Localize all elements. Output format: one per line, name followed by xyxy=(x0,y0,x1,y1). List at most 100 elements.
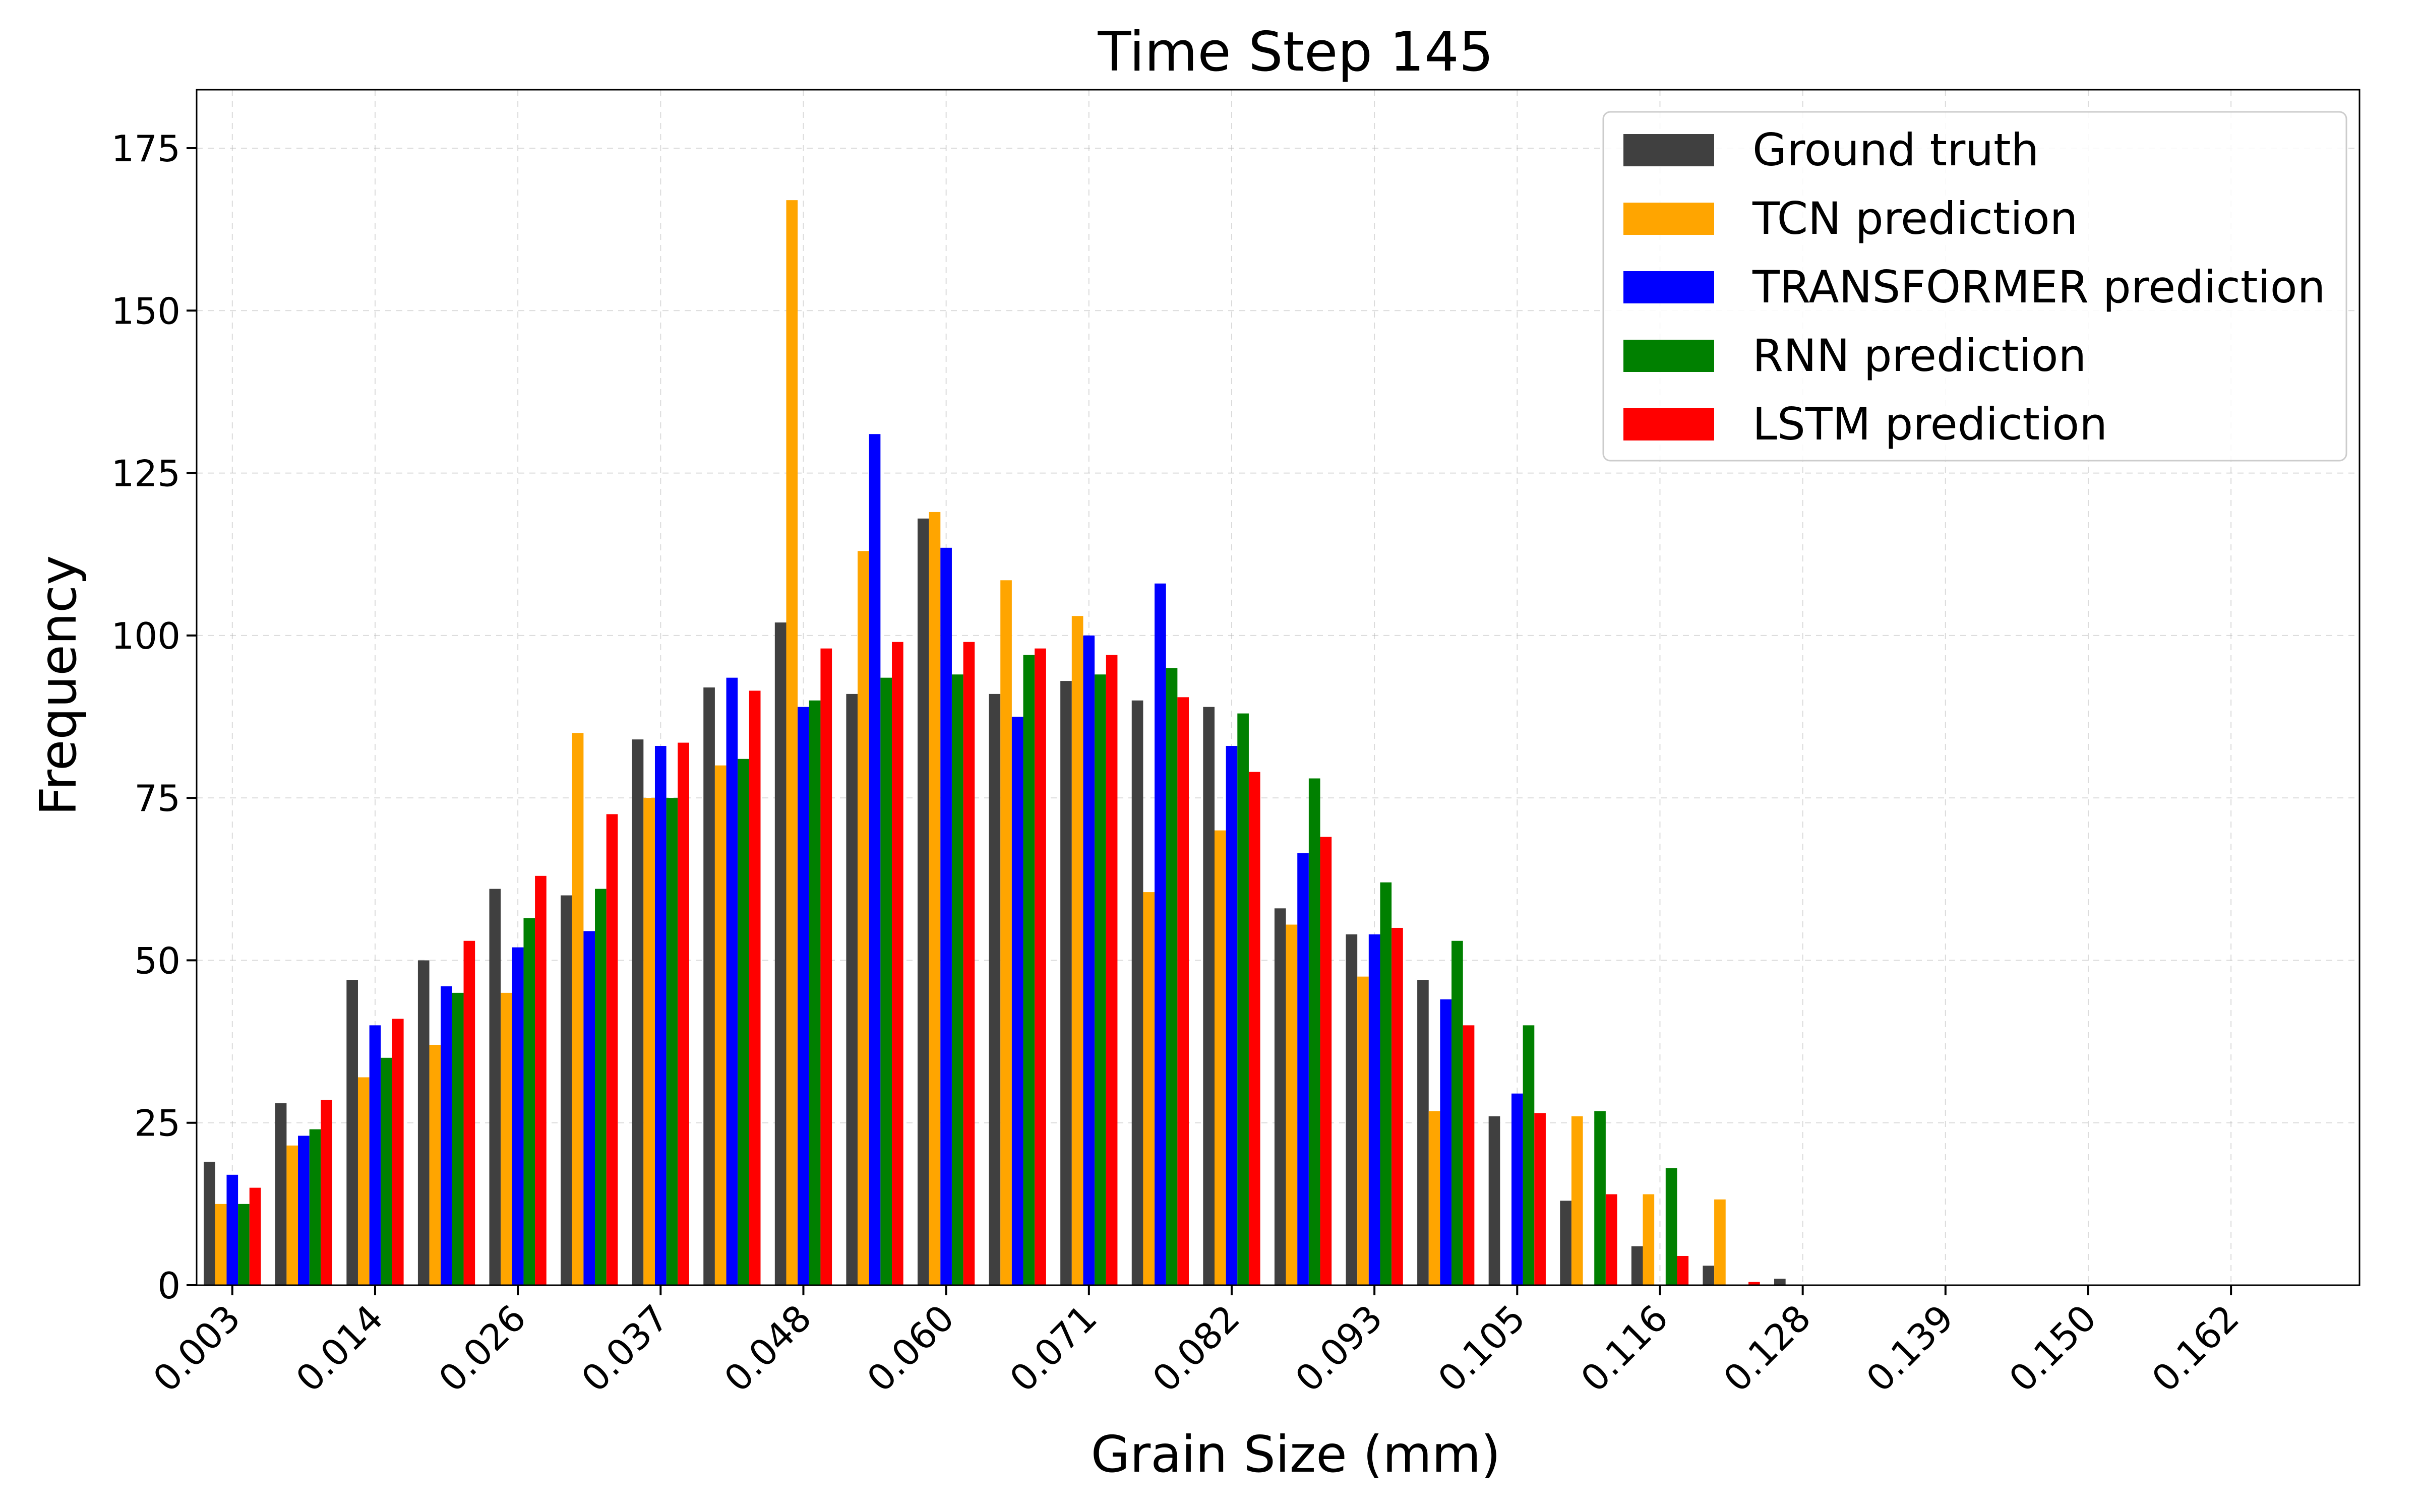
bar-rnn-prediction xyxy=(381,1057,392,1285)
bar-rnn-prediction xyxy=(880,677,892,1285)
bar-rnn-prediction xyxy=(809,700,821,1285)
bar-rnn-prediction xyxy=(1095,674,1106,1285)
bar-rnn-prediction xyxy=(1665,1168,1677,1285)
bar-ground-truth xyxy=(346,980,358,1285)
bar-lstm-prediction xyxy=(321,1100,333,1285)
bar-tcn-prediction xyxy=(1143,892,1155,1285)
bar-ground-truth xyxy=(561,895,572,1285)
bar-lstm-prediction xyxy=(1177,697,1189,1285)
bar-tcn-prediction xyxy=(643,798,655,1285)
bar-tcn-prediction xyxy=(1071,616,1083,1285)
bar-tcn-prediction xyxy=(1643,1194,1655,1285)
y-tick-label: 175 xyxy=(111,128,180,170)
bar-rnn-prediction xyxy=(238,1204,250,1285)
x-tick-label: 0.048 xyxy=(716,1297,819,1400)
bar-transformer-prediction xyxy=(441,986,452,1285)
bar-transformer-prediction xyxy=(1083,635,1095,1285)
bar-rnn-prediction xyxy=(309,1129,321,1285)
bar-rnn-prediction xyxy=(1023,655,1035,1285)
bar-rnn-prediction xyxy=(1523,1025,1535,1285)
x-tick-label: 0.060 xyxy=(859,1297,962,1400)
bar-rnn-prediction xyxy=(595,889,607,1285)
bar-rnn-prediction xyxy=(666,798,678,1285)
bar-ground-truth xyxy=(846,694,858,1285)
bar-transformer-prediction xyxy=(1011,717,1023,1285)
bar-ground-truth xyxy=(1346,934,1358,1285)
bar-ground-truth xyxy=(1488,1116,1500,1285)
x-tick-label: 0.162 xyxy=(2144,1297,2247,1400)
bar-lstm-prediction xyxy=(1534,1113,1546,1285)
bar-transformer-prediction xyxy=(1297,853,1309,1285)
bar-lstm-prediction xyxy=(892,642,903,1285)
bar-transformer-prediction xyxy=(369,1025,381,1285)
bar-ground-truth xyxy=(1274,908,1286,1285)
bar-ground-truth xyxy=(1131,700,1143,1285)
bar-transformer-prediction xyxy=(869,434,881,1285)
bar-transformer-prediction xyxy=(583,931,595,1285)
bar-ground-truth xyxy=(417,960,430,1285)
legend-swatch xyxy=(1623,408,1714,440)
bar-ground-truth xyxy=(1203,707,1215,1285)
bar-lstm-prediction xyxy=(1035,648,1046,1285)
y-tick-label: 100 xyxy=(111,615,180,657)
x-tick-label: 0.093 xyxy=(1287,1297,1390,1400)
x-axis: 0.003 0.014 0.026 0.037 0.048 0.060 0.071 0.082… xyxy=(145,1285,2247,1400)
chart-title: Time Step 145 xyxy=(1097,21,1493,84)
bar-lstm-prediction xyxy=(1106,655,1118,1285)
bar-tcn-prediction xyxy=(286,1145,298,1285)
bar-tcn-prediction xyxy=(858,551,869,1285)
x-tick-label: 0.003 xyxy=(145,1297,249,1400)
bar-lstm-prediction xyxy=(606,814,618,1285)
bar-transformer-prediction xyxy=(798,707,809,1285)
bar-tcn-prediction xyxy=(714,765,727,1285)
x-tick-label: 0.105 xyxy=(1430,1297,1533,1400)
bar-ground-truth xyxy=(1060,681,1072,1285)
bar-ground-truth xyxy=(918,518,929,1285)
bar-ground-truth xyxy=(989,694,1001,1285)
x-tick-label: 0.116 xyxy=(1572,1297,1676,1400)
y-tick-label: 0 xyxy=(157,1265,180,1307)
legend-label: Ground truth xyxy=(1752,124,2039,176)
bar-transformer-prediction xyxy=(298,1136,310,1285)
bar-ground-truth xyxy=(1703,1266,1715,1285)
bar-tcn-prediction xyxy=(215,1204,227,1285)
bar-tcn-prediction xyxy=(429,1045,441,1285)
bar-lstm-prediction xyxy=(392,1019,404,1285)
x-axis-label: Grain Size (mm) xyxy=(1091,1425,1501,1484)
bars xyxy=(204,200,1786,1286)
bar-lstm-prediction xyxy=(463,940,475,1285)
x-tick-label: 0.037 xyxy=(573,1297,677,1400)
bar-rnn-prediction xyxy=(1380,882,1392,1285)
bar-tcn-prediction xyxy=(501,992,512,1285)
bar-rnn-prediction xyxy=(738,759,749,1285)
bar-ground-truth xyxy=(275,1103,287,1285)
bar-tcn-prediction xyxy=(1428,1111,1440,1285)
bar-transformer-prediction xyxy=(726,677,738,1285)
bar-lstm-prediction xyxy=(1748,1282,1760,1285)
legend-label: LSTM prediction xyxy=(1752,398,2107,450)
y-tick-label: 125 xyxy=(111,453,180,495)
bar-rnn-prediction xyxy=(523,918,535,1285)
y-tick-label: 50 xyxy=(134,939,180,982)
legend-swatch xyxy=(1623,203,1714,235)
bar-lstm-prediction xyxy=(1248,772,1260,1285)
bar-transformer-prediction xyxy=(512,947,524,1285)
bar-lstm-prediction xyxy=(249,1187,261,1285)
bar-tcn-prediction xyxy=(1714,1199,1726,1285)
bar-lstm-prediction xyxy=(820,648,832,1285)
bar-ground-truth xyxy=(774,622,786,1285)
legend-swatch xyxy=(1623,134,1714,166)
bar-lstm-prediction xyxy=(535,875,547,1285)
bar-ground-truth xyxy=(1631,1246,1643,1285)
bar-tcn-prediction xyxy=(357,1077,370,1285)
x-tick-label: 0.139 xyxy=(1858,1297,1962,1400)
bar-tcn-prediction xyxy=(786,200,798,1286)
bar-rnn-prediction xyxy=(1166,668,1178,1285)
bar-ground-truth xyxy=(1417,980,1429,1285)
bar-tcn-prediction xyxy=(572,733,584,1285)
bar-rnn-prediction xyxy=(1451,940,1463,1285)
bar-lstm-prediction xyxy=(1463,1025,1475,1285)
legend-label: RNN prediction xyxy=(1752,330,2086,382)
bar-tcn-prediction xyxy=(1357,976,1369,1285)
legend-swatch xyxy=(1623,340,1714,372)
